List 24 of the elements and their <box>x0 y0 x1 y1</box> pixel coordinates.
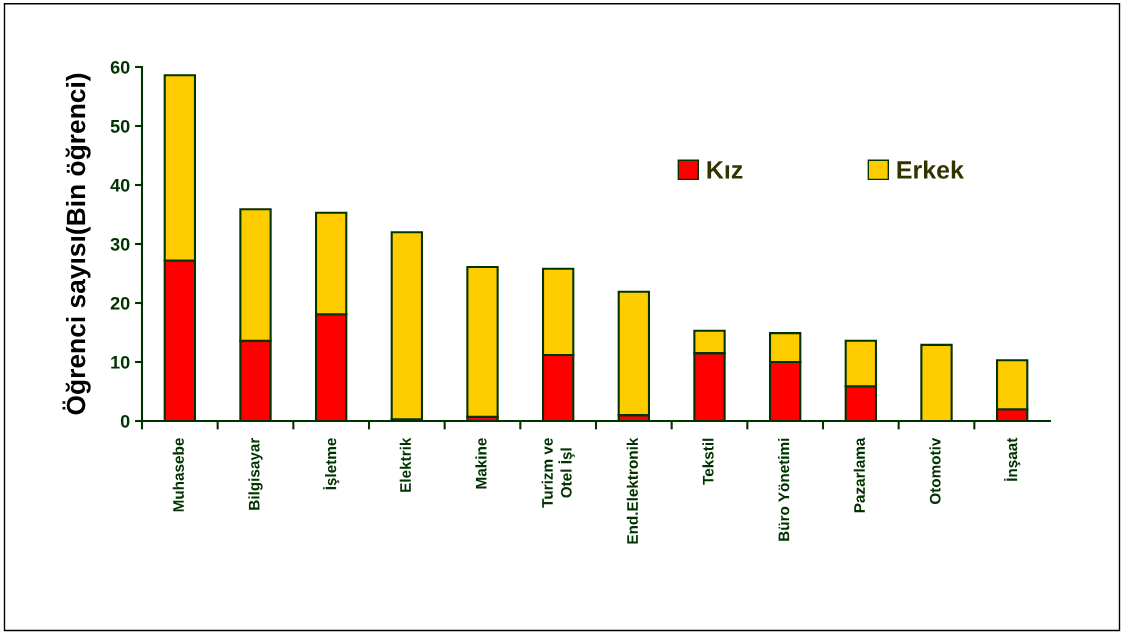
bar <box>466 265 499 418</box>
x-tick-label: Otomotiv <box>929 437 941 505</box>
x-tick-label: Makine <box>475 438 487 489</box>
y-tick-label: 0 <box>120 414 130 428</box>
legend-label: Erkek <box>897 160 964 179</box>
x-tick-label: Turizm ve Otel İşl <box>541 438 575 508</box>
y-tick-label: 50 <box>110 119 130 133</box>
x-tick-label: Elektrik <box>399 437 411 492</box>
legend-label: Kız <box>707 161 743 179</box>
x-tick-label: Muhasebe <box>172 438 184 512</box>
bar <box>617 290 651 417</box>
y-tick-label: 30 <box>110 237 130 251</box>
x-tick-label: İnşaat <box>1004 437 1021 481</box>
y-tick-label: 10 <box>111 355 130 369</box>
x-tick-label: Pazarlama <box>853 437 865 513</box>
y-tick-label: 60 <box>110 60 130 74</box>
x-tick-label: Bilgisayar <box>248 437 263 510</box>
x-tick-label: Büro Yönetimi <box>778 438 790 541</box>
y-axis-title: Öğrenci sayısı(Bin öğrenci) <box>62 73 91 415</box>
x-tick-label: Tekstil <box>702 438 714 485</box>
y-tick-label: 20 <box>110 296 130 310</box>
y-tick-label: 40 <box>110 178 130 192</box>
x-tick-label: End.Elektronik <box>626 437 638 544</box>
x-tick-label: İşletme <box>323 438 340 490</box>
